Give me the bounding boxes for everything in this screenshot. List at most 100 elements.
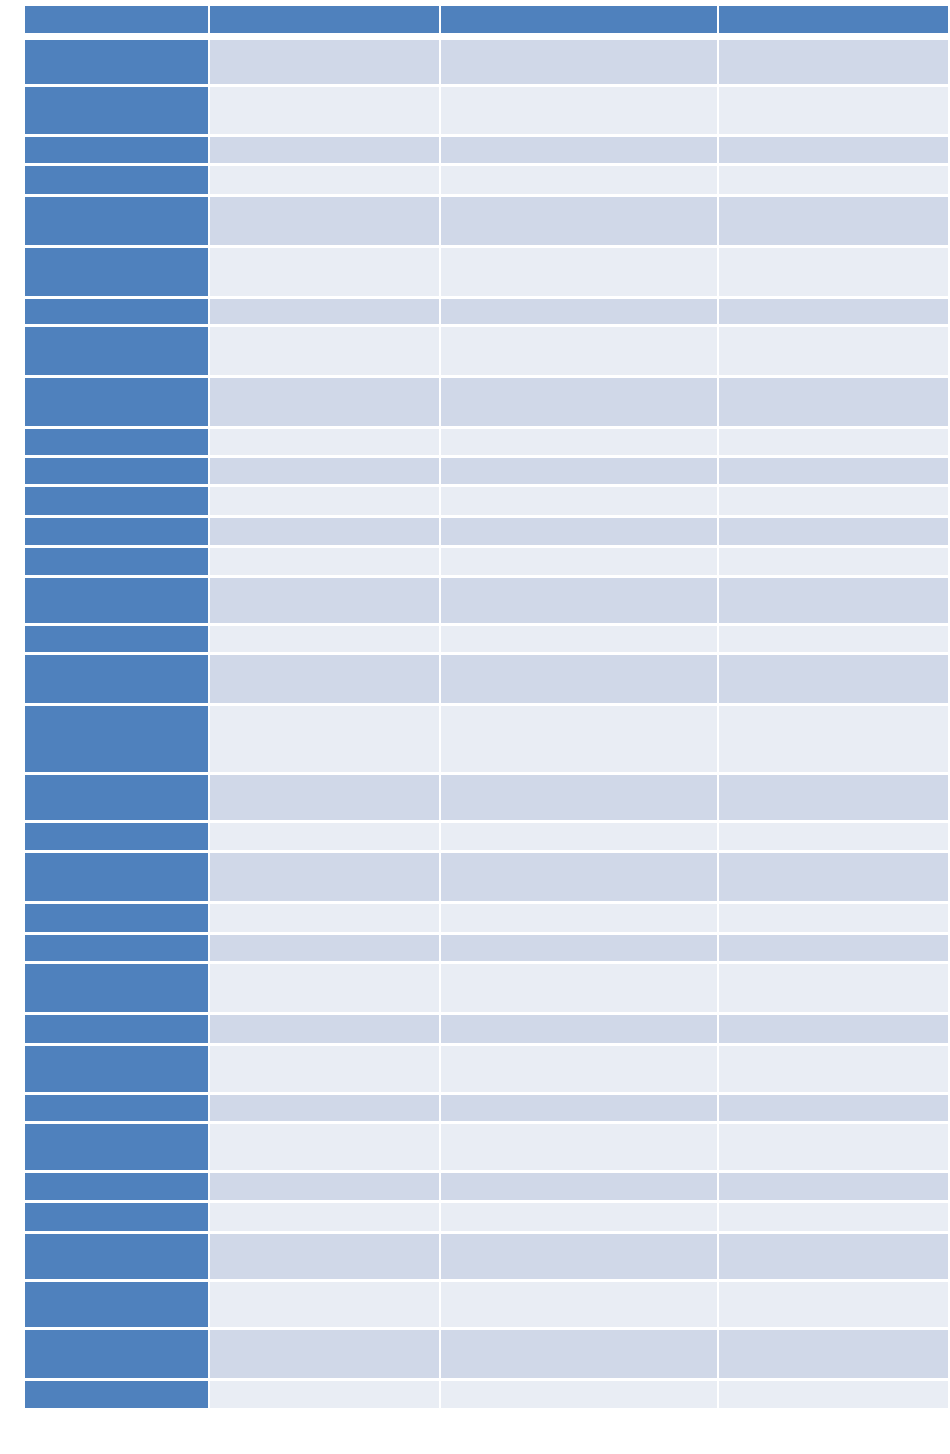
table-container	[23, 3, 950, 1411]
row-header-cell	[25, 775, 208, 820]
data-cell	[719, 1046, 948, 1092]
row-header-cell	[25, 1173, 208, 1200]
row-header-cell	[25, 1381, 208, 1408]
data-cell	[719, 137, 948, 163]
table-row	[25, 87, 948, 134]
data-cell	[719, 518, 948, 545]
data-cell	[209, 87, 439, 134]
data-cell	[440, 458, 718, 484]
data-cell	[719, 1234, 948, 1279]
data-cell	[209, 904, 439, 932]
row-header-cell	[25, 578, 208, 623]
data-cell	[209, 548, 439, 575]
table-row	[25, 904, 948, 932]
data-cell	[440, 378, 718, 426]
row-header-cell	[25, 1095, 208, 1121]
data-cell	[719, 197, 948, 245]
table-header	[25, 6, 948, 37]
data-cell	[719, 904, 948, 932]
row-header-cell	[25, 964, 208, 1012]
data-cell	[719, 964, 948, 1012]
row-header-cell	[25, 823, 208, 850]
data-cell	[209, 1095, 439, 1121]
data-cell	[719, 823, 948, 850]
row-header-cell	[25, 935, 208, 961]
table-row	[25, 327, 948, 375]
row-header-cell	[25, 1046, 208, 1092]
table-row	[25, 378, 948, 426]
data-cell	[440, 904, 718, 932]
table-row	[25, 1173, 948, 1200]
table-row	[25, 1046, 948, 1092]
row-header-cell	[25, 378, 208, 426]
data-cell	[440, 87, 718, 134]
table-row	[25, 1095, 948, 1121]
data-cell	[440, 197, 718, 245]
data-cell	[719, 1124, 948, 1170]
data-cell	[440, 1173, 718, 1200]
header-cell	[25, 6, 208, 37]
data-cell	[209, 429, 439, 455]
data-cell	[719, 40, 948, 84]
data-cell	[209, 935, 439, 961]
data-cell	[719, 578, 948, 623]
data-cell	[209, 299, 439, 324]
table-row	[25, 1234, 948, 1279]
data-cell	[209, 1330, 439, 1378]
row-header-cell	[25, 299, 208, 324]
data-cell	[209, 378, 439, 426]
data-cell	[440, 655, 718, 703]
table-row	[25, 487, 948, 515]
table-row	[25, 706, 948, 772]
data-cell	[440, 1381, 718, 1408]
data-cell	[440, 1124, 718, 1170]
data-cell	[209, 518, 439, 545]
data-cell	[440, 518, 718, 545]
data-cell	[209, 197, 439, 245]
data-cell	[209, 248, 439, 296]
row-header-cell	[25, 904, 208, 932]
data-cell	[440, 327, 718, 375]
data-cell	[209, 166, 439, 194]
data-cell	[209, 1124, 439, 1170]
row-header-cell	[25, 137, 208, 163]
data-cell	[209, 1381, 439, 1408]
row-header-cell	[25, 1015, 208, 1043]
row-header-cell	[25, 487, 208, 515]
data-cell	[719, 1203, 948, 1231]
data-cell	[209, 1282, 439, 1327]
data-cell	[209, 137, 439, 163]
data-cell	[719, 487, 948, 515]
table-row	[25, 964, 948, 1012]
data-cell	[719, 1330, 948, 1378]
row-header-cell	[25, 548, 208, 575]
data-cell	[209, 458, 439, 484]
row-header-cell	[25, 166, 208, 194]
row-header-cell	[25, 327, 208, 375]
row-header-cell	[25, 40, 208, 84]
data-cell	[440, 40, 718, 84]
table-row	[25, 1015, 948, 1043]
data-cell	[440, 935, 718, 961]
row-header-cell	[25, 1282, 208, 1327]
data-cell	[719, 1173, 948, 1200]
table-row	[25, 1124, 948, 1170]
data-cell	[440, 548, 718, 575]
table-row	[25, 458, 948, 484]
row-header-cell	[25, 429, 208, 455]
data-cell	[719, 87, 948, 134]
data-cell	[209, 823, 439, 850]
row-header-cell	[25, 1124, 208, 1170]
data-cell	[719, 853, 948, 901]
data-cell	[719, 299, 948, 324]
data-cell	[209, 487, 439, 515]
row-header-cell	[25, 853, 208, 901]
table-row	[25, 429, 948, 455]
data-cell	[209, 626, 439, 652]
row-header-cell	[25, 655, 208, 703]
data-cell	[440, 1015, 718, 1043]
data-cell	[440, 706, 718, 772]
data-cell	[440, 299, 718, 324]
data-cell	[209, 40, 439, 84]
data-cell	[440, 1330, 718, 1378]
